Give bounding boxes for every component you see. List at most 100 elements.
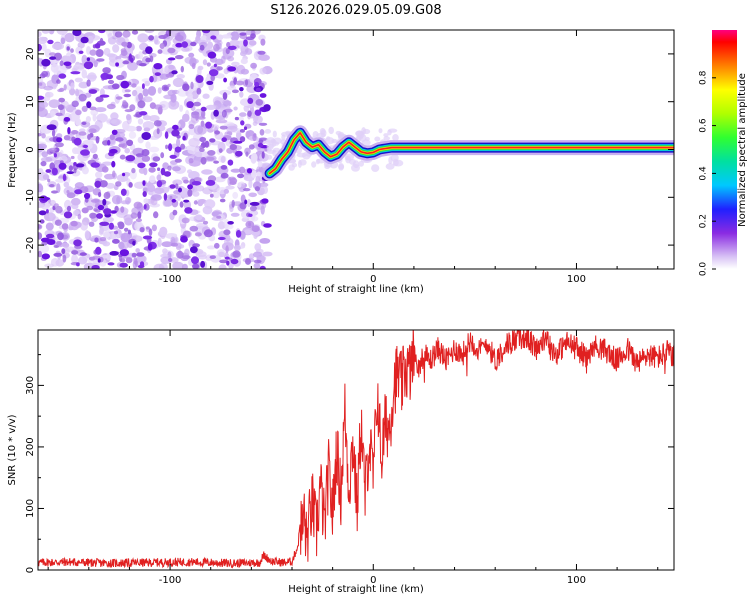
noise-speck-strong [109, 148, 118, 154]
noise-speck [237, 182, 242, 188]
noise-speck [70, 197, 81, 206]
noise-speck [122, 30, 131, 38]
colorbar-ticks: 0.0 0.2 0.4 0.6 0.8 [699, 70, 716, 276]
noise-speck [165, 73, 175, 78]
noise-speck-strong [143, 204, 147, 210]
noise-speck-strong [200, 260, 206, 268]
noise-speck [174, 158, 182, 163]
noise-speck [231, 89, 239, 94]
noise-speck [48, 147, 57, 152]
noise-speck [77, 256, 88, 265]
noise-speck [148, 146, 160, 153]
snr-frame [37, 329, 675, 571]
noise-speck [98, 191, 102, 198]
colorbar-tick-label: 0.6 [699, 118, 709, 133]
noise-speck [250, 62, 257, 69]
noise-speck [131, 30, 139, 35]
noise-speck [136, 255, 147, 263]
noise-speck [191, 82, 201, 87]
noise-speck [182, 113, 190, 123]
noise-speck [165, 144, 169, 150]
noise-speck [189, 225, 199, 232]
noise-speck [53, 252, 63, 257]
noise-speck [181, 217, 190, 224]
noise-speck [245, 220, 255, 228]
noise-speck [223, 229, 231, 236]
noise-speck [184, 56, 195, 64]
noise-speck [232, 191, 239, 199]
noise-speck [251, 170, 257, 179]
snr-series-line [38, 330, 674, 569]
noise-speck-strong [63, 117, 71, 122]
noise-speck [124, 89, 131, 93]
noise-speck [49, 162, 55, 170]
noise-speck [157, 237, 162, 248]
noise-speck-strong [128, 53, 132, 62]
noise-speck [135, 260, 139, 267]
noise-speck-strong [183, 199, 190, 203]
noise-speck [220, 165, 228, 170]
noise-speck [156, 128, 160, 135]
noise-speck-strong [125, 155, 136, 162]
noise-speck-strong [110, 210, 117, 214]
noise-speck [126, 114, 132, 125]
noise-speck [106, 53, 116, 58]
noise-speck [224, 121, 235, 127]
noise-speck [116, 174, 129, 182]
noise-speck [225, 48, 230, 55]
noise-speck-strong [75, 163, 85, 168]
noise-speck-strong [137, 264, 145, 269]
noise-speck-strong [86, 101, 92, 109]
noise-speck [81, 121, 87, 125]
noise-speck [338, 164, 345, 170]
noise-speck [124, 217, 133, 226]
noise-speck [176, 193, 181, 201]
noise-speck [116, 74, 125, 81]
noise-speck [51, 84, 57, 90]
noise-speck [142, 96, 153, 103]
noise-speck-strong [94, 43, 101, 49]
noise-speck [187, 93, 194, 100]
noise-speck [63, 181, 70, 188]
noise-speck [259, 129, 265, 136]
noise-speck [191, 62, 196, 70]
noise-speck [61, 248, 66, 255]
noise-speck [38, 244, 50, 254]
noise-speck [71, 100, 79, 108]
noise-speck [121, 41, 128, 47]
noise-speck [246, 198, 251, 208]
noise-speck [148, 35, 155, 41]
noise-speck [56, 240, 62, 246]
noise-speck [252, 133, 257, 142]
noise-speck-strong [142, 191, 147, 197]
noise-speck-strong [73, 162, 77, 166]
noise-speck [159, 226, 168, 237]
noise-speck [116, 196, 121, 204]
noise-speck [206, 156, 215, 161]
noise-speck-strong [72, 30, 82, 37]
noise-speck [230, 168, 241, 173]
noise-speck-strong [200, 106, 207, 112]
noise-speck-strong [66, 171, 75, 175]
noise-speck-strong [202, 30, 211, 34]
noise-speck-strong [163, 171, 172, 177]
noise-speck-strong [141, 132, 151, 140]
noise-speck [71, 254, 79, 264]
noise-speck-strong [91, 265, 100, 269]
noise-speck [135, 248, 140, 253]
noise-speck-strong [254, 81, 260, 87]
noise-speck [93, 60, 98, 68]
noise-speck [392, 134, 399, 142]
noise-speck [44, 212, 56, 222]
noise-speck-strong [174, 146, 182, 153]
noise-speck [81, 166, 89, 175]
noise-speck [79, 252, 87, 256]
noise-speck [81, 105, 88, 112]
noise-speck [240, 68, 249, 75]
snr-x-label: Height of straight line (km) [288, 584, 424, 595]
noise-speck [53, 67, 58, 76]
noise-speck [85, 74, 98, 80]
noise-speck-strong [53, 153, 58, 158]
noise-speck [80, 221, 88, 231]
noise-speck [259, 182, 269, 188]
